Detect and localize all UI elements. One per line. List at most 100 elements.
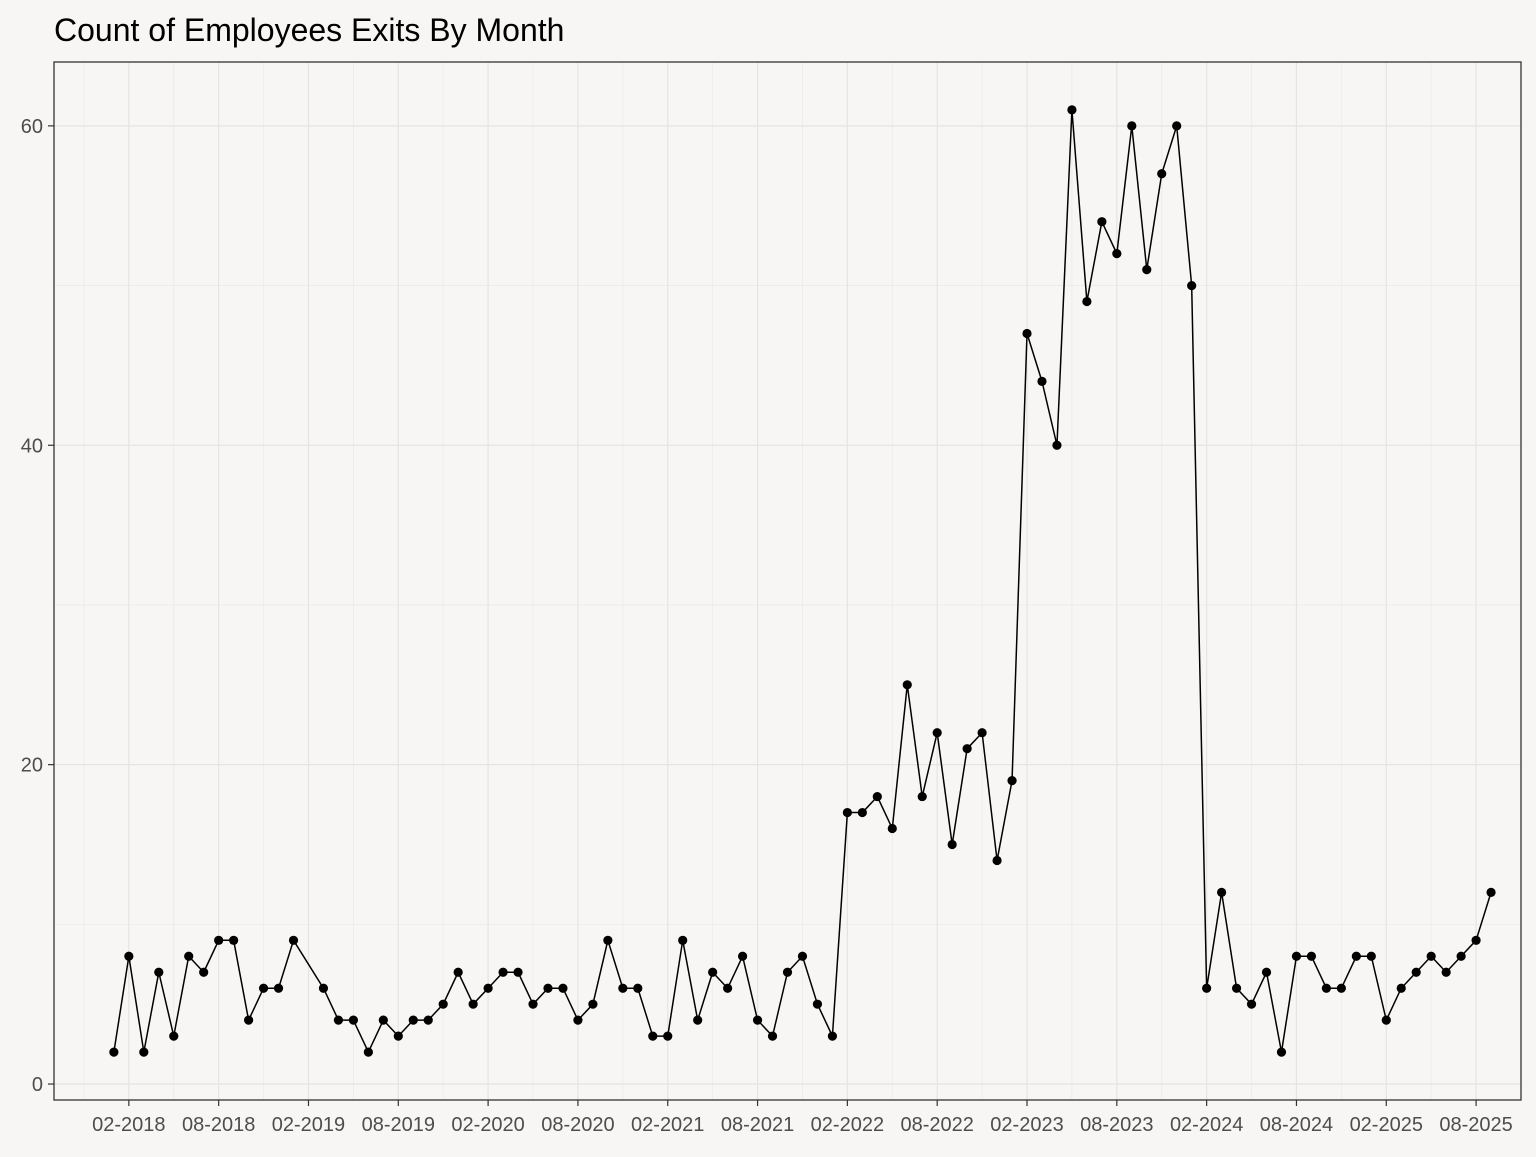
data-point xyxy=(1022,328,1032,339)
data-point xyxy=(1157,169,1167,179)
data-point xyxy=(169,1031,179,1041)
data-point xyxy=(663,1031,673,1041)
data-point xyxy=(1187,280,1197,291)
data-point xyxy=(1082,296,1092,307)
grid-lines xyxy=(54,62,1521,1100)
data-point xyxy=(1441,967,1451,977)
data-point xyxy=(1291,951,1302,961)
data-point xyxy=(977,728,987,738)
data-point xyxy=(917,791,927,802)
data-point xyxy=(139,1047,149,1057)
data-point xyxy=(588,999,598,1009)
data-point xyxy=(1067,105,1077,115)
data-point xyxy=(468,999,478,1009)
data-point xyxy=(1052,440,1062,450)
data-point xyxy=(1486,887,1496,898)
data-point xyxy=(124,951,134,961)
x-tick-label: 08-2018 xyxy=(182,1114,255,1136)
data-point xyxy=(1456,951,1466,961)
data-point xyxy=(408,1015,418,1025)
data-point xyxy=(678,935,688,945)
data-point xyxy=(378,1015,388,1025)
data-point xyxy=(258,983,269,993)
data-point xyxy=(1276,1047,1287,1057)
data-point xyxy=(887,823,897,834)
data-point xyxy=(723,983,733,993)
data-point xyxy=(603,935,613,945)
data-point xyxy=(423,1015,433,1025)
data-point xyxy=(932,728,942,738)
data-point xyxy=(633,983,643,993)
data-point xyxy=(1471,935,1481,945)
data-point xyxy=(1336,983,1346,993)
data-point xyxy=(109,1047,119,1057)
data-point xyxy=(438,999,448,1009)
data-point xyxy=(708,967,718,977)
data-point xyxy=(528,999,538,1009)
data-point xyxy=(1306,951,1317,961)
y-tick-label: 20 xyxy=(21,755,43,777)
data-point xyxy=(992,855,1002,866)
chart-title: Count of Employees Exits By Month xyxy=(54,12,564,48)
data-point xyxy=(1142,265,1152,275)
data-point xyxy=(752,1015,763,1025)
data-point xyxy=(273,983,284,993)
axes: 02-2018 08-2018 02-2019 08-2019 02-2020 08-20… xyxy=(21,116,1513,1136)
data-point xyxy=(393,1031,403,1041)
data-point xyxy=(1351,951,1361,961)
data-point xyxy=(1381,1015,1391,1025)
data-layer xyxy=(109,105,1496,1057)
x-tick-label: 02-2023 xyxy=(990,1114,1063,1136)
data-point xyxy=(573,1015,583,1025)
x-tick-label: 02-2024 xyxy=(1170,1114,1243,1136)
data-point xyxy=(558,983,568,993)
data-point xyxy=(1411,967,1421,977)
data-point xyxy=(1231,983,1242,993)
data-point xyxy=(1127,121,1137,131)
plot-border xyxy=(53,61,1522,1101)
y-tick-label: 60 xyxy=(21,116,43,138)
data-point xyxy=(1112,249,1122,259)
data-point xyxy=(1097,217,1107,227)
data-point xyxy=(648,1031,658,1041)
data-point xyxy=(1217,887,1227,898)
data-point xyxy=(154,967,164,977)
data-point xyxy=(1321,983,1331,993)
x-tick-label: 02-2022 xyxy=(811,1114,884,1136)
data-point xyxy=(1172,121,1182,131)
x-tick-label: 08-2020 xyxy=(541,1114,614,1136)
data-point xyxy=(962,744,972,754)
data-point xyxy=(872,791,882,802)
data-point xyxy=(214,935,224,945)
x-tick-label: 08-2024 xyxy=(1260,1114,1333,1136)
data-point xyxy=(1396,983,1406,993)
data-point xyxy=(244,1015,254,1025)
series-line xyxy=(113,109,1492,1053)
data-point xyxy=(812,999,823,1009)
data-point xyxy=(767,1031,778,1041)
x-tick-label: 08-2021 xyxy=(721,1114,794,1136)
data-point xyxy=(827,1031,838,1041)
data-point xyxy=(902,680,912,690)
data-point xyxy=(318,983,329,993)
data-point xyxy=(797,951,808,961)
x-tick-label: 08-2019 xyxy=(362,1114,435,1136)
data-point xyxy=(453,967,463,977)
data-point xyxy=(857,807,867,818)
data-point xyxy=(1037,376,1047,386)
data-point xyxy=(693,1015,703,1025)
data-point xyxy=(1007,776,1017,786)
data-point xyxy=(483,983,493,993)
x-tick-label: 08-2023 xyxy=(1080,1114,1153,1136)
data-point xyxy=(1426,951,1436,961)
data-point xyxy=(513,967,523,977)
data-point xyxy=(1261,967,1272,977)
data-point xyxy=(199,967,209,977)
data-point xyxy=(288,935,299,945)
data-point xyxy=(363,1047,373,1057)
x-tick-label: 02-2019 xyxy=(272,1114,345,1136)
data-point xyxy=(782,967,793,977)
y-tick-label: 40 xyxy=(21,435,43,457)
